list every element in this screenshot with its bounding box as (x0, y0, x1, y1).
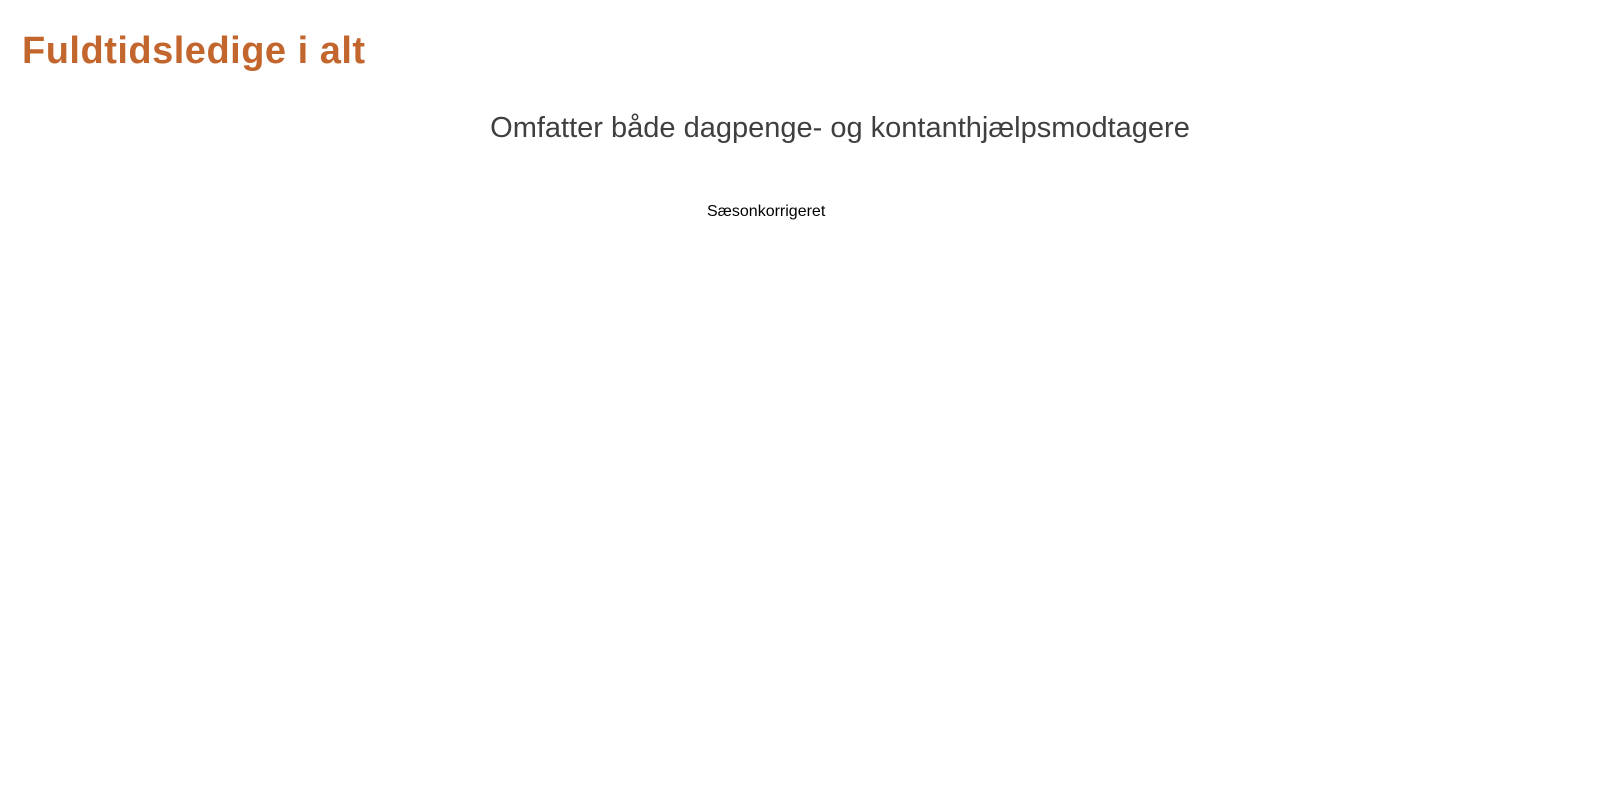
legend: Sæsonkorrigeret (660, 203, 825, 221)
legend-label: Sæsonkorrigeret (707, 203, 826, 220)
page-title: Fuldtidsledige i alt (22, 30, 366, 72)
chart-title: Omfatter både dagpenge- og kontanthjælps… (490, 112, 1190, 144)
